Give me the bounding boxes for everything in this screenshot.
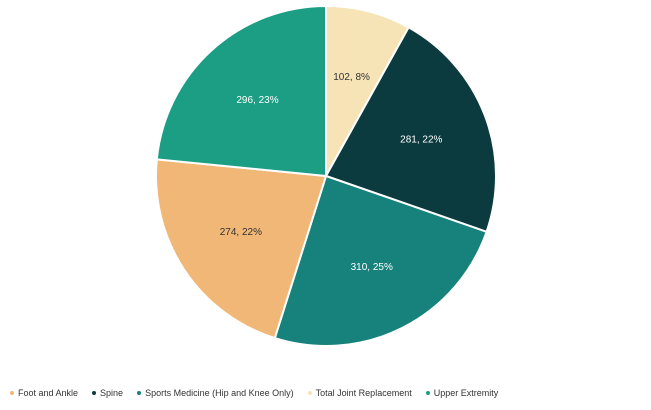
pie-slice-label-sports-medicine-hip-and-knee-only: 310, 25% — [351, 262, 393, 273]
legend-label-sports-medicine: Sports Medicine (Hip and Knee Only) — [145, 388, 294, 398]
legend-item-sports-medicine: Sports Medicine (Hip and Knee Only) — [137, 388, 294, 398]
legend-swatch-foot-and-ankle — [10, 391, 14, 395]
legend-label-total-joint-replacement: Total Joint Replacement — [315, 388, 412, 398]
legend-swatch-spine — [92, 391, 97, 395]
legend-item-spine: Spine — [92, 388, 123, 398]
pie-slice-sports-medicine-hip-and-knee-only — [273, 174, 488, 347]
legend-item-foot-and-ankle: Foot and Ankle — [10, 388, 78, 398]
legend-swatch-upper-extremity — [425, 391, 430, 395]
legend-item-upper-extremity: Upper Extremity — [425, 388, 499, 398]
pie-slice-label-upper-extremity: 296, 23% — [236, 95, 278, 106]
legend-item-total-joint-replacement: Total Joint Replacement — [307, 388, 412, 398]
pie-slice-foot-and-ankle — [155, 158, 328, 340]
pie-slice-spine — [324, 26, 497, 234]
pie-chart: 102, 8% 281, 22% 310, 25% 274, 22% 296, 23% — [155, 4, 497, 347]
legend-swatch-sports-medicine — [137, 391, 142, 395]
pie-slice-label-total-joint-replacement: 102, 8% — [333, 72, 370, 83]
legend-swatch-total-joint-replacement — [307, 391, 312, 395]
pie-slice-label-spine: 281, 22% — [400, 134, 442, 145]
legend-label-spine: Spine — [100, 388, 124, 398]
chart-legend: Foot and Ankle Spine Sports Medicine (Hi… — [0, 388, 651, 398]
legend-label-foot-and-ankle: Foot and Ankle — [18, 388, 79, 398]
pie-slice-label-foot-and-ankle: 274, 22% — [220, 227, 262, 238]
legend-label-upper-extremity: Upper Extremity — [433, 388, 499, 398]
pie-slice-upper-extremity — [155, 4, 327, 178]
